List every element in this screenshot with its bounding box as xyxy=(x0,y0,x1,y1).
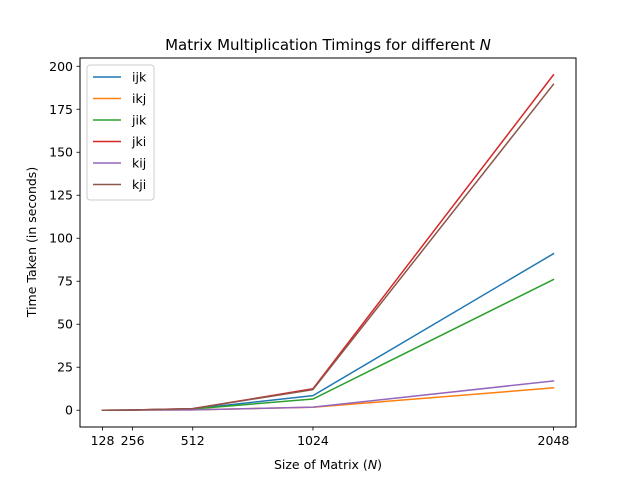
x-tick-label: 512 xyxy=(181,433,205,448)
y-tick-label: 25 xyxy=(57,360,73,375)
series-line-ijk xyxy=(101,252,555,411)
x-tick-label: 128 xyxy=(91,433,115,448)
y-axis: 0 25 50 75 100 125 150 175 200 xyxy=(49,59,80,418)
x-tick-label: 2048 xyxy=(538,433,570,448)
legend-label-jki: jki xyxy=(131,134,146,149)
y-tick-label: 175 xyxy=(49,102,73,117)
legend-label-jik: jik xyxy=(131,113,147,128)
y-tick-label: 125 xyxy=(49,188,73,203)
y-tick-label: 100 xyxy=(49,231,73,246)
y-tick-label: 0 xyxy=(65,403,73,418)
legend-label-kij: kij xyxy=(132,156,146,171)
plot-frame xyxy=(79,57,577,428)
x-tick-label: 1024 xyxy=(297,433,329,448)
legend: ijk ikj jik jki kij kji xyxy=(86,64,155,201)
chart-title: Matrix Multiplication Timings for differ… xyxy=(165,36,491,54)
series-line-kij xyxy=(101,380,555,411)
plot-lines xyxy=(101,73,555,411)
legend-label-ijk: ijk xyxy=(132,70,147,85)
legend-label-kji: kji xyxy=(132,177,146,192)
series-line-jki xyxy=(101,73,555,411)
series-line-jik xyxy=(101,278,555,411)
y-tick-label: 200 xyxy=(49,59,73,74)
legend-label-ikj: ikj xyxy=(132,91,146,106)
series-line-kji xyxy=(101,83,555,411)
y-axis-label: Time Taken (in seconds) xyxy=(24,167,39,318)
y-tick-label: 75 xyxy=(57,274,73,289)
y-tick-label: 50 xyxy=(57,317,73,332)
y-tick-label: 150 xyxy=(49,145,73,160)
x-tick-label: 256 xyxy=(121,433,145,448)
x-axis-label: Size of Matrix (N) xyxy=(274,457,382,472)
x-axis: 128 256 512 1024 2048 xyxy=(91,427,570,448)
